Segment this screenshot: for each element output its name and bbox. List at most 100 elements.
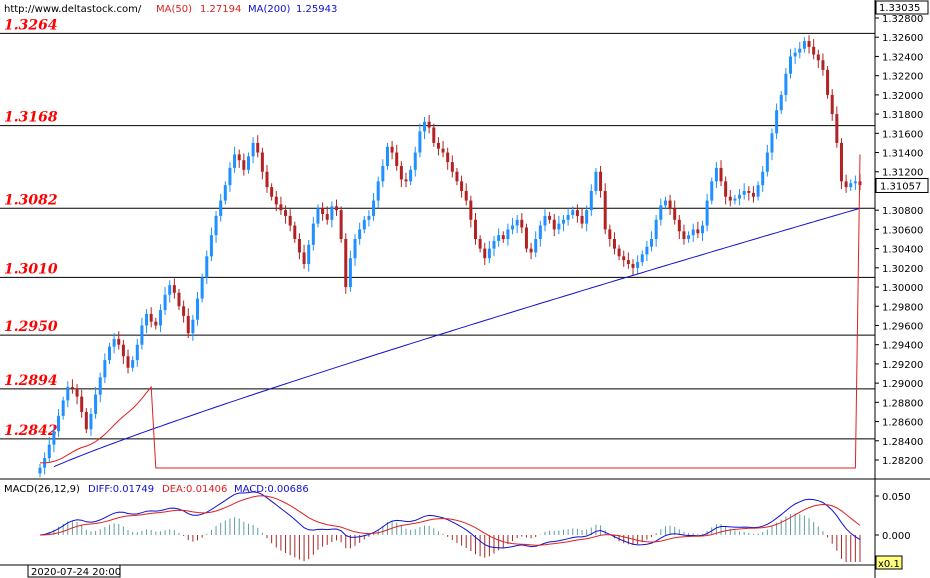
candle-body — [409, 169, 413, 182]
candle-body — [816, 54, 820, 61]
candle-body — [182, 306, 186, 316]
candle-body — [506, 229, 510, 239]
candle-body — [529, 248, 533, 253]
macd-dea-line — [39, 495, 861, 546]
candle-body — [200, 277, 204, 299]
candle-body — [427, 121, 431, 128]
candle-body — [367, 215, 371, 220]
candle-body — [705, 200, 709, 226]
candle-body — [594, 171, 598, 191]
candle-body — [288, 215, 292, 226]
candle-body — [432, 127, 436, 143]
date-box — [27, 564, 121, 578]
candle-body — [543, 215, 547, 226]
candle-body — [673, 208, 677, 220]
top-price: 1.33035 — [879, 3, 920, 14]
macd-label: MACD(26,12,9) — [4, 484, 80, 495]
price-tick-label: 1.30800 — [882, 206, 923, 217]
candle-body — [75, 388, 79, 397]
candle-body — [575, 210, 579, 216]
site-url[interactable]: http://www.deltastock.com/ — [4, 4, 142, 15]
candle-body — [520, 219, 524, 228]
ma50-label: MA(50) — [156, 4, 192, 15]
candle-body — [640, 254, 644, 263]
candle-body — [617, 248, 621, 257]
candle-body — [57, 415, 61, 432]
candle-body — [107, 346, 111, 361]
candle-body — [358, 229, 362, 239]
candle-body — [501, 235, 505, 239]
scale-box[interactable] — [875, 555, 903, 570]
price-tick-label: 1.29200 — [882, 360, 923, 371]
candle-body — [839, 142, 843, 182]
candle-body — [682, 231, 686, 239]
candle-body — [645, 246, 649, 255]
candle-body — [228, 167, 232, 186]
price-tick-label: 1.30000 — [882, 283, 923, 294]
macd-dea: DEA:0.01406 — [162, 484, 227, 495]
candle-body — [325, 214, 329, 220]
candle-body — [284, 210, 288, 216]
candle-body — [455, 171, 459, 182]
candle-body — [196, 298, 200, 320]
ma50-value: 1.27194 — [200, 4, 241, 15]
candle-body — [738, 194, 742, 199]
candle-body — [38, 467, 42, 474]
candle-body — [89, 413, 93, 430]
price-tick-label: 1.32800 — [882, 14, 923, 25]
price-tick-label: 1.32000 — [882, 91, 923, 102]
candle-body — [205, 256, 209, 278]
candle-body — [497, 235, 501, 241]
candle-body — [719, 167, 723, 182]
candle-body — [835, 114, 839, 143]
candle-body — [260, 152, 264, 172]
candle-body — [812, 46, 816, 55]
candle-body — [297, 239, 301, 253]
candle-body — [321, 208, 325, 215]
candle-body — [94, 394, 98, 414]
candle-body — [585, 210, 589, 224]
scale-label: x0.1 — [878, 559, 900, 570]
candle-body — [603, 190, 607, 230]
candle-body — [418, 131, 422, 153]
candle-body — [140, 325, 144, 345]
candle-body — [747, 190, 751, 193]
candle-body — [599, 171, 603, 191]
candle-body — [441, 148, 445, 153]
candlesticks — [38, 35, 862, 478]
date-label: 2020-07-24 20:00 — [31, 567, 121, 578]
candle-body — [177, 292, 181, 307]
candle-body — [61, 400, 65, 416]
candle-body — [316, 208, 320, 224]
candle-body — [714, 167, 718, 182]
candle-body — [626, 260, 630, 264]
candle-body — [145, 313, 149, 326]
candle-body — [830, 94, 834, 115]
candle-body — [209, 235, 213, 257]
macd-diff: DIFF:0.01749 — [88, 484, 154, 495]
candle-body — [270, 187, 274, 197]
candle-body — [390, 146, 394, 153]
candle-body — [608, 229, 612, 239]
candle-body — [214, 215, 218, 236]
candle-body — [256, 142, 260, 153]
price-tick-label: 1.31400 — [882, 149, 923, 160]
candle-body — [334, 206, 338, 211]
candle-body — [631, 263, 635, 268]
price-tick-label: 1.28400 — [882, 437, 923, 448]
level-label: 1.2950 — [4, 319, 58, 335]
candle-body — [668, 200, 672, 209]
candle-body — [789, 56, 793, 74]
candle-body — [191, 319, 195, 334]
price-tick-label: 1.32200 — [882, 72, 923, 83]
candle-body — [186, 315, 190, 334]
price-tick-label: 1.31200 — [882, 168, 923, 179]
candle-body — [728, 196, 732, 201]
candle-body — [307, 244, 311, 264]
candle-body — [450, 162, 454, 172]
price-tick-label: 1.28200 — [882, 456, 923, 467]
candle-body — [372, 200, 376, 216]
candle-body — [344, 239, 348, 288]
price-tick-label: 1.29400 — [882, 341, 923, 352]
